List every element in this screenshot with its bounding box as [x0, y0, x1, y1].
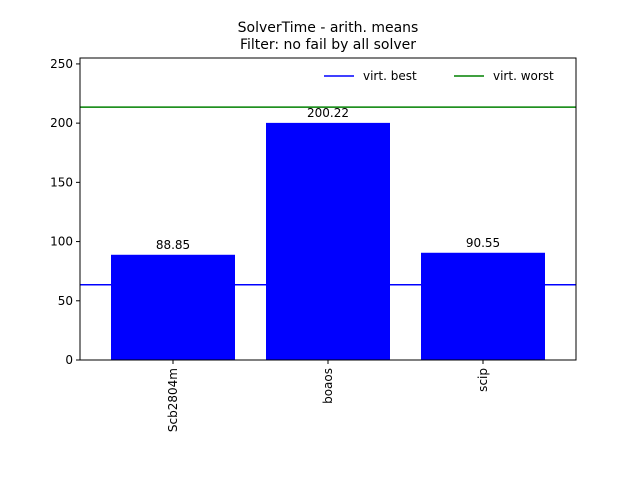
data-label: 90.55	[466, 236, 500, 250]
y-tick-label: 250	[50, 57, 73, 71]
y-tick-label: 0	[65, 353, 73, 367]
x-tick-label: scip	[476, 368, 490, 392]
y-tick-label: 50	[58, 294, 73, 308]
chart-title: SolverTime - arith. means	[238, 20, 419, 36]
data-label: 200.22	[307, 106, 349, 120]
plot-area: 88.85 Scb2804m 200.22 boaos 90.55 scip 0 50 100 1…	[50, 57, 577, 432]
chart-subtitle: Filter: no fail by all solver	[240, 37, 416, 53]
bar-scb2804m	[111, 254, 235, 360]
x-tick-label: Scb2804m	[166, 368, 180, 432]
y-tick-label: 150	[50, 175, 73, 189]
y-tick-label: 200	[50, 116, 73, 130]
data-label: 88.85	[156, 238, 190, 252]
bar-boaos	[266, 122, 390, 360]
legend-label: virt. best	[363, 69, 417, 83]
bar-scip	[421, 252, 545, 360]
axes-frame	[79, 57, 577, 361]
legend-label: virt. worst	[493, 69, 554, 83]
x-tick-label: boaos	[321, 368, 335, 404]
y-tick-label: 100	[50, 235, 73, 249]
